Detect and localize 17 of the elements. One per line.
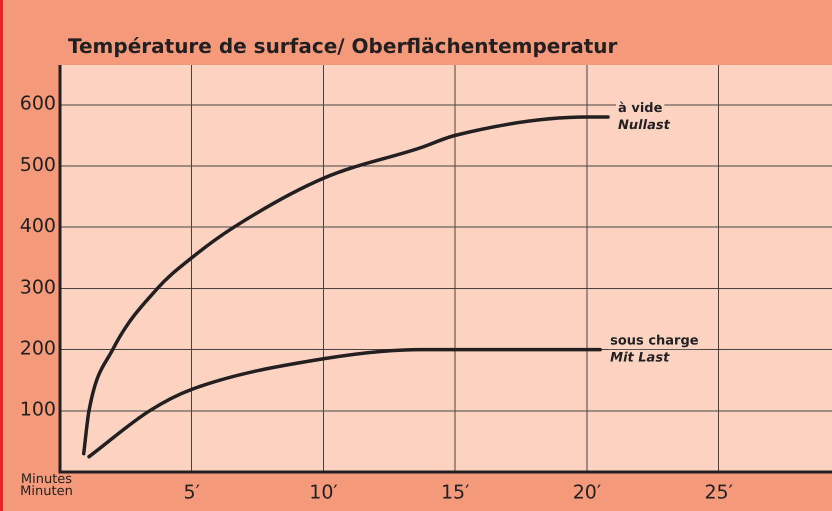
y-tick-label: 500 — [20, 154, 56, 176]
x-tick-label: 5′ — [184, 481, 200, 504]
y-tick-label: 200 — [20, 338, 56, 360]
x-tick-label: 20′ — [572, 481, 602, 504]
series-label: sous charge Mit Last — [610, 333, 699, 366]
series-label: à vide Nullast — [618, 100, 671, 133]
y-tick-label: 400 — [20, 215, 56, 238]
x-axis-title: Minutes Minuten — [19, 472, 74, 499]
x-tick-label: 25′ — [704, 481, 733, 504]
y-tick-label: 300 — [20, 276, 56, 298]
line-series — [87, 348, 602, 458]
x-tick-label: 15′ — [440, 481, 470, 504]
x-tick-label: 10′ — [309, 481, 338, 504]
y-tick-label: 100 — [20, 398, 56, 421]
chart-title: Température de surface/ Oberflächentemperatur — [68, 34, 618, 58]
line-series — [82, 115, 610, 456]
y-tick-label: 600 — [20, 92, 56, 115]
